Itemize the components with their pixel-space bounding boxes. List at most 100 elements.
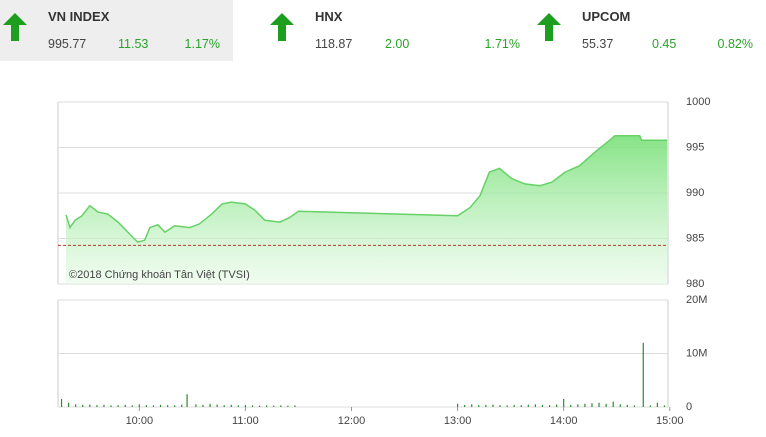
index-name: HNX — [315, 9, 343, 24]
index-percent: 1.17% — [184, 37, 220, 51]
volume-bar — [251, 405, 254, 407]
volume-bar — [591, 403, 593, 407]
volume-bar — [287, 405, 289, 407]
volume-bar — [138, 404, 140, 407]
volume-bar — [534, 404, 536, 407]
arrow-shape — [537, 13, 561, 41]
volume-bar — [294, 405, 296, 407]
volume-bar — [649, 405, 651, 407]
index-change: 2.00 — [385, 37, 410, 51]
volume-bar — [280, 405, 282, 407]
volume-bar — [642, 342, 644, 407]
y-tick-label: 10M — [686, 347, 707, 359]
volume-bar — [520, 405, 522, 407]
volume-bar — [89, 404, 91, 407]
volume-bar — [186, 394, 188, 407]
up-arrow — [537, 13, 561, 41]
index-name: UPCOM — [582, 9, 631, 24]
volume-bar — [244, 405, 247, 407]
price-area — [65, 135, 668, 284]
volume-bar — [117, 405, 119, 407]
arrow-shape — [270, 13, 294, 41]
volume-bar — [223, 405, 225, 407]
volume-bar — [456, 403, 459, 407]
volume-bar — [209, 403, 211, 407]
volume-bar — [656, 402, 658, 407]
volume-bar — [541, 404, 544, 407]
index-change: 11.53 — [118, 37, 149, 51]
y-tick-label: 985 — [686, 232, 704, 244]
y-tick-label: 20M — [686, 294, 707, 306]
index-percent: 1.71% — [484, 37, 520, 51]
volume-bar — [202, 404, 204, 407]
volume-bar — [499, 405, 501, 407]
volume-bar — [633, 405, 636, 407]
volume-bar — [110, 405, 112, 407]
volume-bar — [492, 404, 494, 407]
index-value: 55.37 — [582, 37, 614, 51]
volume-bar — [96, 405, 98, 407]
volume-bar — [60, 398, 63, 407]
volume-bar — [577, 404, 579, 407]
volume-bar — [124, 404, 126, 407]
arrow-shape — [3, 13, 27, 41]
volume-bar — [485, 404, 487, 407]
index-tab[interactable]: VN INDEX 995.77 11.53 1.17% — [0, 0, 233, 61]
volume-bar — [570, 404, 572, 407]
volume-bar — [82, 404, 84, 407]
volume-bar — [612, 401, 614, 407]
x-tick-label: 10:00 — [126, 415, 154, 427]
volume-bar — [131, 405, 133, 407]
index-tab[interactable]: HNX 118.87 2.00 1.71% — [267, 0, 533, 61]
volume-bar — [68, 402, 70, 407]
volume-bar — [216, 404, 218, 407]
price-line — [65, 134, 668, 243]
index-tab[interactable]: UPCOM 55.37 0.45 0.82% — [534, 0, 766, 61]
y-tick-label: 1000 — [686, 96, 710, 108]
volume-bar — [273, 405, 275, 407]
x-tick-label: 11:00 — [232, 415, 259, 427]
volume-bar — [195, 404, 197, 407]
volume-bar — [663, 405, 666, 407]
index-percent: 0.82% — [717, 37, 753, 51]
y-tick-label: 980 — [686, 278, 704, 290]
index-name: VN INDEX — [48, 9, 110, 24]
volume-bar — [598, 402, 600, 407]
y-tick-label: 995 — [686, 141, 704, 153]
volume-bar — [626, 404, 628, 407]
up-arrow — [3, 13, 27, 41]
volume-bar — [258, 405, 261, 407]
volume-bar — [506, 405, 508, 407]
copyright: ©2018 Chứng khoán Tân Việt (TVSI) — [69, 269, 250, 281]
volume-bar — [478, 405, 480, 407]
volume-bar — [605, 403, 607, 407]
x-tick-label: 12:00 — [338, 415, 366, 427]
volume-bar — [237, 405, 239, 407]
x-tick-label: 14:00 — [550, 415, 578, 427]
index-change: 0.45 — [652, 37, 677, 51]
volume-bar — [230, 404, 232, 407]
volume-bar — [513, 404, 515, 407]
index-value: 995.77 — [48, 37, 87, 51]
y-tick-label: 990 — [686, 187, 704, 199]
volume-bar — [181, 404, 183, 407]
index-value: 118.87 — [315, 37, 353, 51]
x-tick-label: 15:00 — [656, 415, 684, 427]
volume-bar — [471, 404, 473, 407]
volume-bar — [527, 404, 529, 407]
volume-bar — [548, 405, 551, 407]
up-arrow — [270, 13, 294, 41]
volume-bar — [159, 404, 162, 407]
volume-bar — [103, 404, 105, 407]
volume-bar — [619, 404, 621, 407]
volume-bar — [464, 404, 466, 407]
y-tick-label: 0 — [686, 401, 692, 413]
volume-bar — [266, 405, 268, 407]
volume-bar — [167, 405, 169, 407]
volume-bar — [75, 404, 77, 407]
volume-bar — [152, 405, 155, 407]
volume-bar — [556, 404, 558, 407]
volume-bar — [174, 405, 176, 407]
